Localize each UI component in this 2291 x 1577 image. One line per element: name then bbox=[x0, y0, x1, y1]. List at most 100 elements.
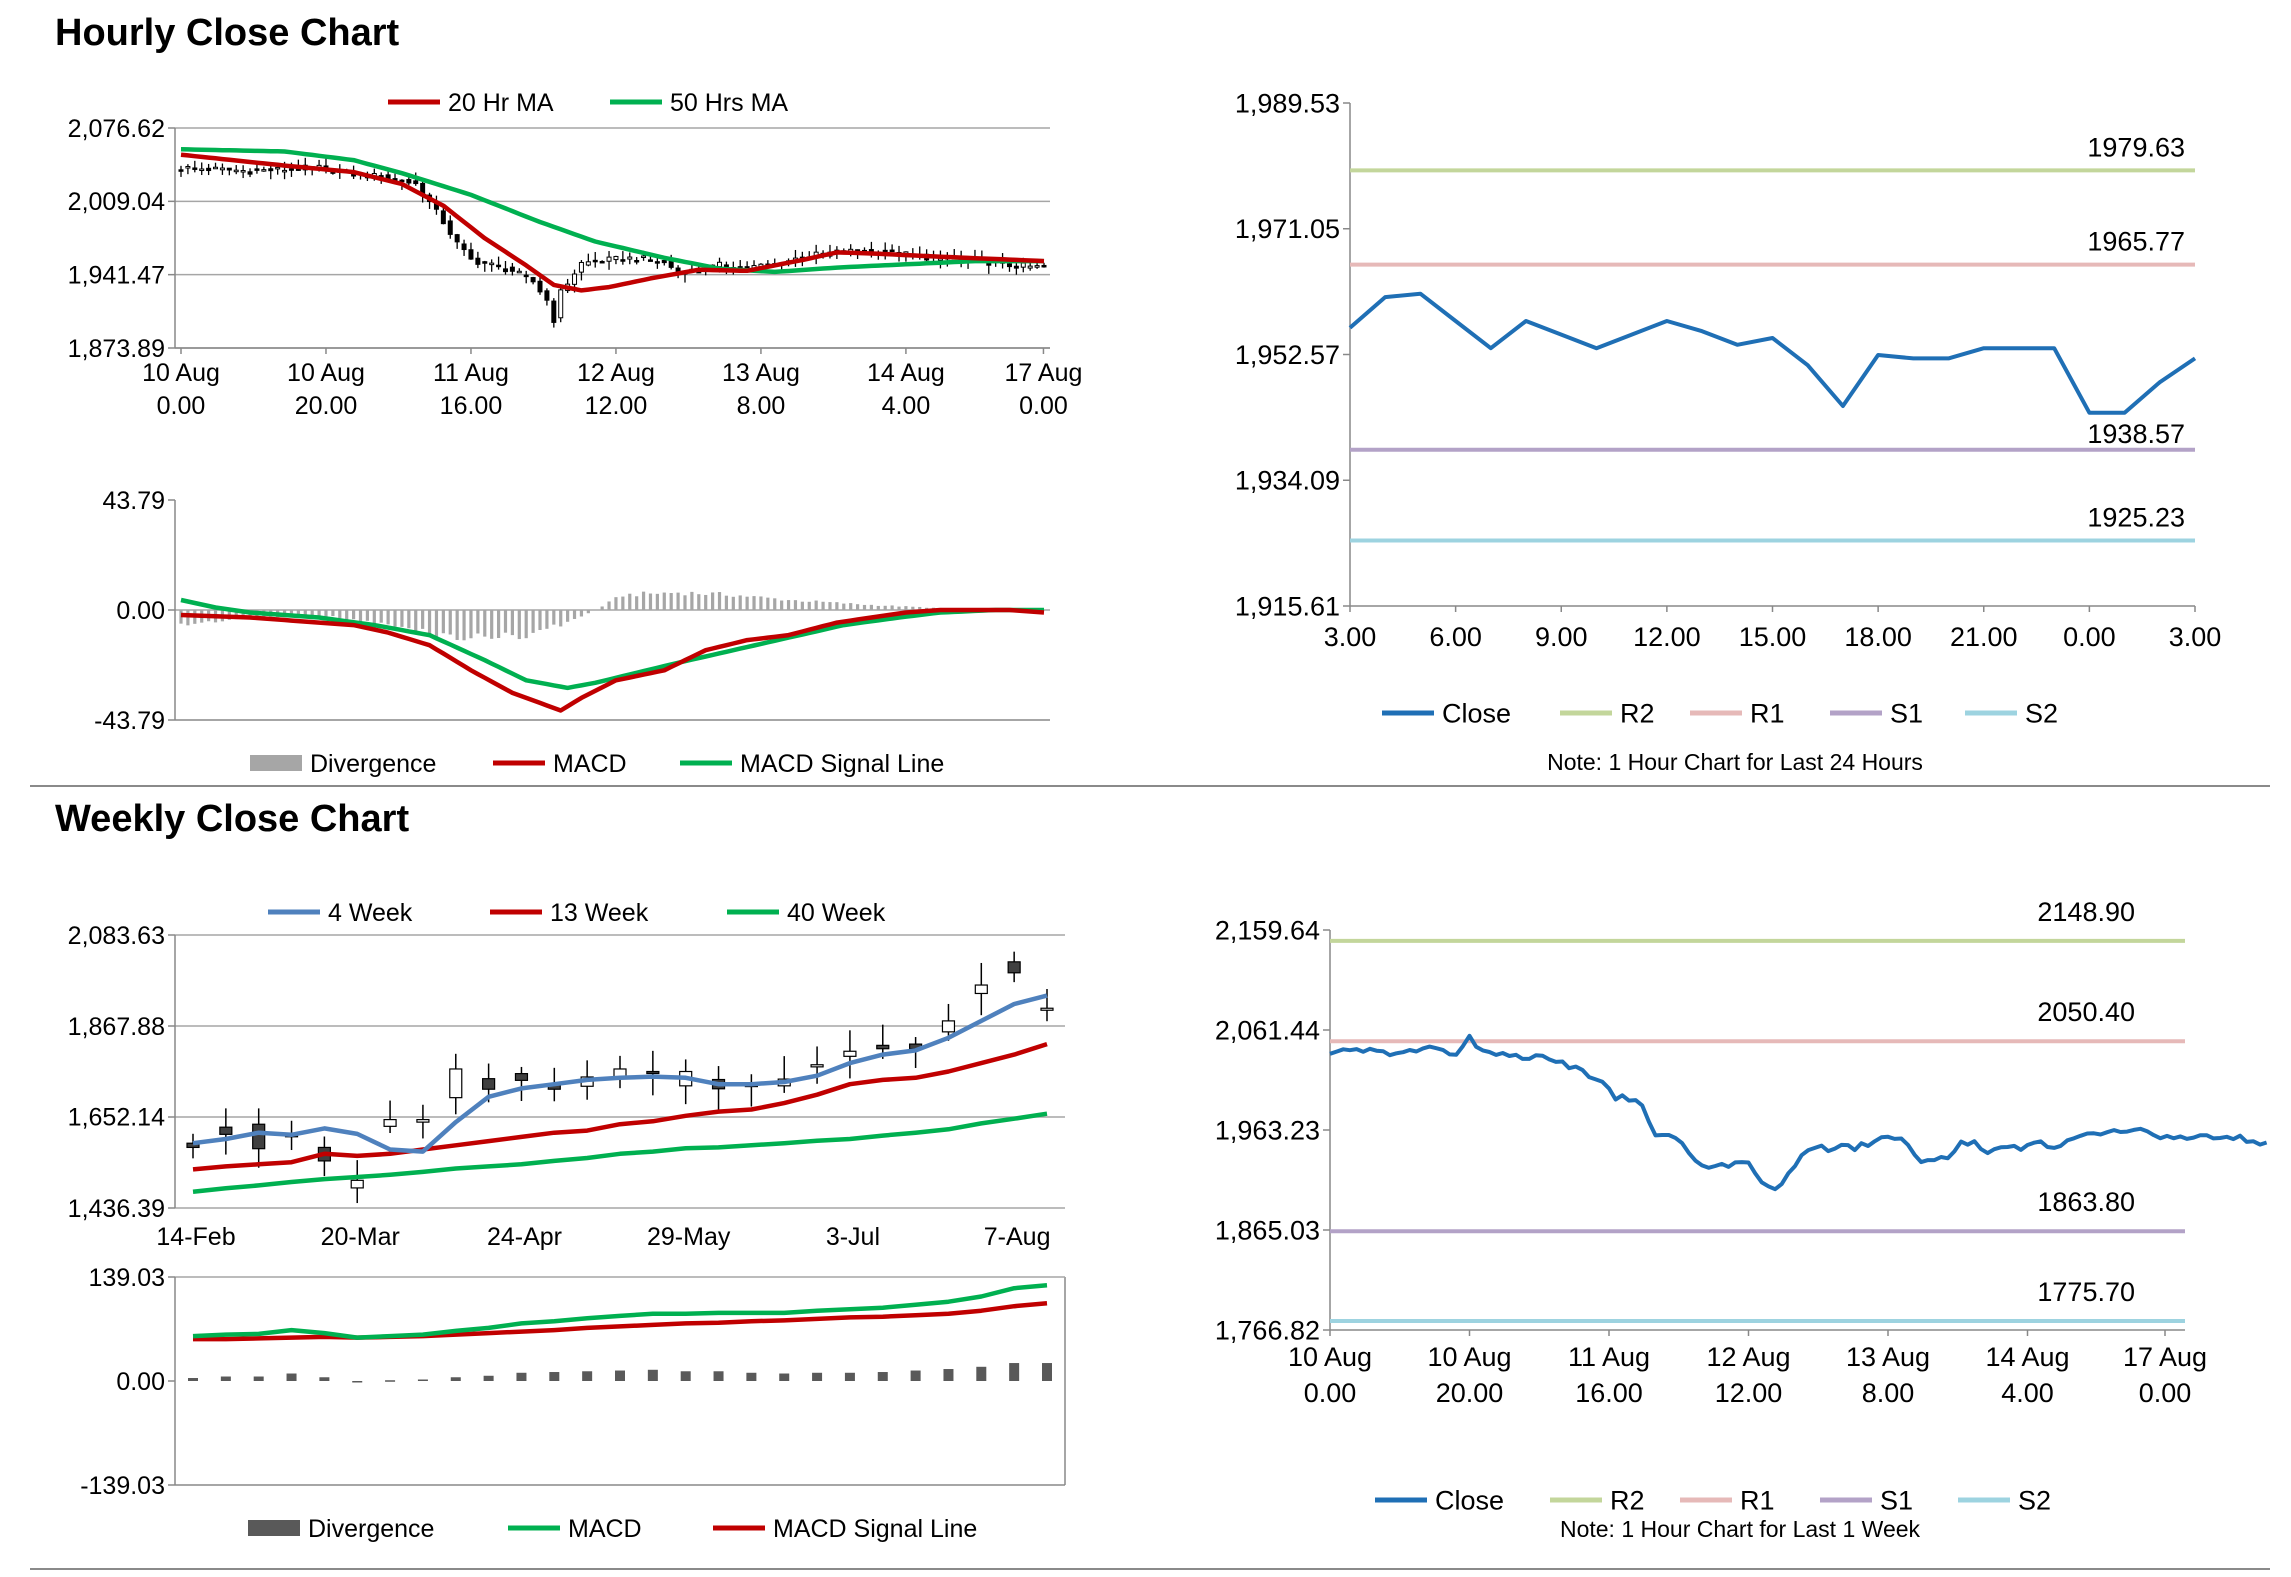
x-tick-label: 12.00 bbox=[1633, 622, 1701, 652]
x-tick-label: 7-Aug bbox=[984, 1223, 1051, 1251]
divergence-bar bbox=[883, 605, 887, 610]
candle-body bbox=[482, 261, 488, 264]
divergence-bar bbox=[559, 610, 563, 627]
x-tick-label: 15.00 bbox=[1739, 622, 1807, 652]
divergence-bar bbox=[911, 606, 915, 610]
candle-body bbox=[523, 274, 529, 278]
candle-body bbox=[537, 280, 543, 293]
candle-body bbox=[252, 1123, 266, 1150]
divergence-bar bbox=[711, 592, 715, 610]
x-tick-label: 0.00 bbox=[157, 392, 206, 420]
candle-body bbox=[288, 168, 294, 171]
divergence-bar bbox=[510, 610, 514, 636]
x-tick-label: 18.00 bbox=[1844, 622, 1912, 652]
y-tick-label: 1,934.09 bbox=[1235, 466, 1340, 496]
legend-label: MACD Signal Line bbox=[773, 1515, 977, 1543]
macd-line bbox=[192, 1283, 1048, 1340]
divergence-bar bbox=[234, 610, 238, 620]
x-tick-label: 12 Aug bbox=[1706, 1342, 1790, 1372]
legend-label: MACD Signal Line bbox=[740, 750, 944, 778]
y-tick-label: -43.79 bbox=[94, 707, 165, 735]
candle-body bbox=[810, 1064, 824, 1068]
divergence-bar bbox=[289, 610, 294, 616]
divergence-bar bbox=[421, 610, 425, 629]
divergence-bar bbox=[842, 603, 846, 610]
candle-body bbox=[440, 210, 446, 225]
legend-label: Close bbox=[1435, 1486, 1504, 1516]
x-tick-label: 21.00 bbox=[1950, 622, 2018, 652]
candle-body bbox=[941, 1020, 956, 1033]
candle-body bbox=[889, 249, 895, 253]
x-tick-label: 24-Apr bbox=[487, 1223, 562, 1251]
divergence-bar bbox=[713, 1371, 724, 1381]
divergence-bar bbox=[683, 595, 687, 610]
divergence-bar bbox=[731, 596, 735, 610]
y-tick-label: 43.79 bbox=[102, 487, 165, 515]
x-tick-label: 9.00 bbox=[1535, 622, 1588, 652]
candle-body bbox=[185, 166, 191, 169]
divergence-bar bbox=[855, 604, 860, 610]
candle-body bbox=[192, 167, 198, 170]
divergence-bar bbox=[607, 601, 611, 610]
divergence-bar bbox=[393, 610, 397, 627]
divergence-bar bbox=[450, 1377, 461, 1381]
divergence-bar bbox=[310, 610, 314, 616]
divergence-bar bbox=[904, 606, 908, 610]
divergence-bar bbox=[303, 610, 307, 617]
divergence-bar bbox=[615, 1370, 625, 1381]
candle-body bbox=[620, 259, 626, 262]
ma50-line bbox=[180, 147, 1044, 275]
x-tick-label: 13 Aug bbox=[1846, 1342, 1930, 1372]
candle-body bbox=[654, 261, 660, 264]
weekly-section-title: Weekly Close Chart bbox=[55, 798, 410, 840]
candle-body bbox=[661, 259, 667, 264]
y-tick-label: 2,159.64 bbox=[1215, 915, 1320, 945]
divergence-bar bbox=[648, 593, 653, 610]
divergence-bar bbox=[549, 1372, 560, 1381]
candle-body bbox=[219, 1126, 233, 1135]
legend-label: Divergence bbox=[310, 750, 436, 778]
divergence-bar bbox=[752, 596, 756, 610]
candle-body bbox=[1027, 265, 1033, 269]
divergence-bar bbox=[483, 1375, 494, 1381]
y-tick-label: 1,915.61 bbox=[1235, 591, 1340, 621]
divergence-bar bbox=[579, 610, 584, 617]
x-tick-label: 3-Jul bbox=[826, 1223, 880, 1251]
divergence-bar bbox=[828, 602, 832, 610]
divergence-bar bbox=[628, 593, 632, 610]
legend-label: S1 bbox=[1880, 1486, 1913, 1516]
x-tick-label: 12 Aug bbox=[577, 359, 655, 387]
x-tick-label: 12.00 bbox=[1715, 1378, 1783, 1408]
candle-body bbox=[219, 167, 225, 171]
x-tick-label: 17 Aug bbox=[1005, 359, 1083, 387]
level-label-s1: 1863.80 bbox=[2037, 1187, 2135, 1217]
candle-body bbox=[413, 180, 419, 185]
chart-note: Note: 1 Hour Chart for Last 1 Week bbox=[1560, 1516, 1921, 1542]
x-tick-label: 11 Aug bbox=[1568, 1342, 1650, 1372]
y-tick-label: 2,061.44 bbox=[1215, 1015, 1320, 1045]
candle-body bbox=[634, 260, 640, 263]
divergence-bar bbox=[455, 610, 459, 640]
candle-body bbox=[613, 255, 619, 261]
divergence-bar bbox=[586, 610, 590, 614]
divergence-bar bbox=[746, 1372, 757, 1381]
ma20-line bbox=[180, 152, 1045, 293]
y-tick-label: 1,971.05 bbox=[1235, 214, 1340, 244]
divergence-bar bbox=[476, 610, 480, 634]
divergence-bar bbox=[779, 1373, 790, 1381]
divergence-bar bbox=[680, 1371, 691, 1381]
divergence-bar bbox=[814, 600, 818, 610]
candle-body bbox=[868, 249, 874, 252]
candle-body bbox=[558, 289, 564, 319]
divergence-bar bbox=[697, 594, 701, 610]
divergence-bar bbox=[759, 596, 763, 610]
signal-line bbox=[193, 1300, 1048, 1342]
divergence-bar bbox=[352, 1381, 363, 1383]
y-tick-label: 1,865.03 bbox=[1215, 1215, 1320, 1245]
x-tick-label: 17 Aug bbox=[2123, 1342, 2207, 1372]
divergence-bar bbox=[352, 610, 356, 620]
divergence-bar bbox=[621, 596, 625, 610]
candle-body bbox=[226, 167, 232, 171]
